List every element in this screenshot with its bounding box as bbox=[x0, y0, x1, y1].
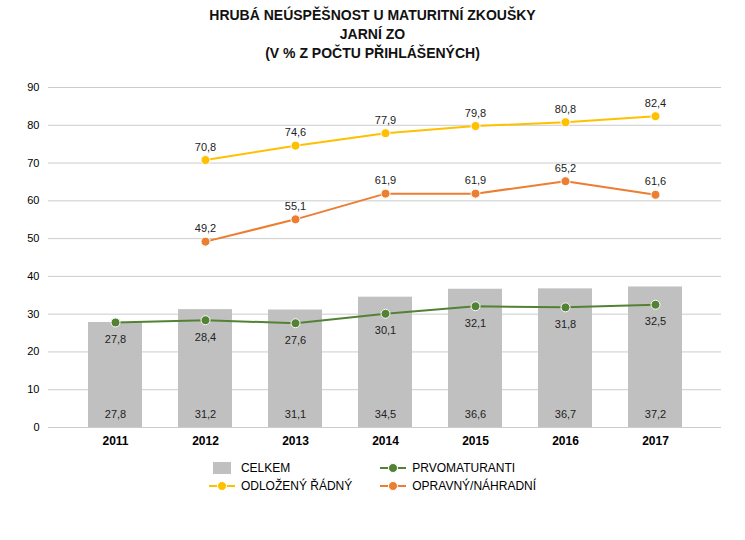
svg-text:37,2: 37,2 bbox=[645, 407, 666, 419]
svg-text:10: 10 bbox=[27, 383, 39, 395]
svg-text:40: 40 bbox=[27, 270, 39, 282]
html-text:OPRAVNÝ/NÁHRADNÍ: OPRAVNÝ/NÁHRADNÍ bbox=[412, 478, 537, 493]
svg-text:61,9: 61,9 bbox=[375, 174, 396, 186]
svg-text:77,9: 77,9 bbox=[375, 113, 396, 125]
svg-text:74,6: 74,6 bbox=[285, 126, 306, 138]
html-text:PRVOMATURANTI: PRVOMATURANTI bbox=[412, 460, 516, 475]
svg-text:31,8: 31,8 bbox=[555, 318, 576, 330]
svg-text:49,2: 49,2 bbox=[195, 222, 216, 234]
svg-text:2014: 2014 bbox=[372, 434, 399, 448]
svg-text:2015: 2015 bbox=[462, 434, 489, 448]
svg-text:55,1: 55,1 bbox=[285, 200, 306, 212]
svg-text:31,2: 31,2 bbox=[195, 407, 216, 419]
svg-text:30,1: 30,1 bbox=[375, 324, 396, 336]
svg-text:70: 70 bbox=[27, 156, 39, 168]
svg-text:2011: 2011 bbox=[102, 434, 128, 448]
html-text:CELKEM: CELKEM bbox=[240, 460, 291, 475]
svg-text:70,8: 70,8 bbox=[195, 140, 216, 152]
svg-text:80,8: 80,8 bbox=[555, 102, 576, 114]
html-text:HRUBÁ NEÚSPĚŠNOST U MATURITNÍ: HRUBÁ NEÚSPĚŠNOST U MATURITNÍ ZKOUŠKY JA… bbox=[209, 7, 536, 61]
svg-text:31,1: 31,1 bbox=[285, 407, 306, 419]
svg-text:27,6: 27,6 bbox=[285, 333, 306, 345]
svg-text:28,4: 28,4 bbox=[195, 330, 216, 342]
svg-text:50: 50 bbox=[27, 232, 39, 244]
svg-text:34,5: 34,5 bbox=[375, 407, 396, 419]
svg-text:82,4: 82,4 bbox=[645, 96, 666, 108]
svg-text:36,7: 36,7 bbox=[555, 407, 576, 419]
svg-text:32,1: 32,1 bbox=[465, 316, 486, 328]
svg-text:80: 80 bbox=[27, 118, 39, 130]
svg-text:27,8: 27,8 bbox=[105, 407, 126, 419]
svg-text:79,8: 79,8 bbox=[465, 106, 486, 118]
svg-text:0: 0 bbox=[33, 421, 39, 433]
svg-text:65,2: 65,2 bbox=[555, 161, 576, 173]
html-text:ODLOŽENÝ ŘÁDNÝ: ODLOŽENÝ ŘÁDNÝ bbox=[240, 478, 353, 493]
svg-text:2016: 2016 bbox=[552, 434, 579, 448]
svg-text:36,6: 36,6 bbox=[465, 407, 486, 419]
svg-text:30: 30 bbox=[27, 307, 39, 319]
svg-text:61,6: 61,6 bbox=[645, 175, 666, 187]
svg-text:60: 60 bbox=[27, 194, 39, 206]
svg-text:90: 90 bbox=[27, 81, 39, 93]
svg-text:20: 20 bbox=[27, 345, 39, 357]
svg-text:27,8: 27,8 bbox=[105, 333, 126, 345]
svg-text:61,9: 61,9 bbox=[465, 174, 486, 186]
svg-text:32,5: 32,5 bbox=[645, 315, 666, 327]
svg-text:2012: 2012 bbox=[192, 434, 219, 448]
svg-text:2013: 2013 bbox=[282, 434, 309, 448]
svg-text:2017: 2017 bbox=[642, 434, 669, 448]
